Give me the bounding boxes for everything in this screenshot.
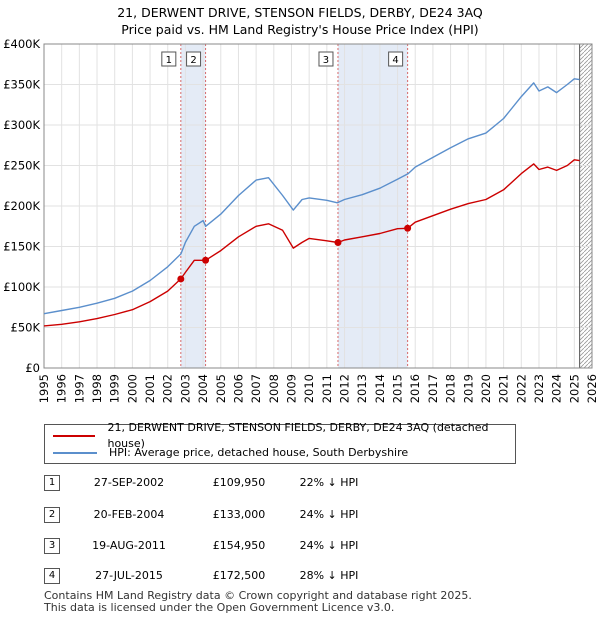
- transaction-point: [177, 275, 185, 283]
- transaction-hpi-diff: 24% ↓ HPI: [299, 539, 359, 552]
- x-tick-label: 2016: [408, 374, 422, 403]
- x-tick-label: 2010: [302, 374, 316, 403]
- table-row: 3 19-AUG-2011 £154,950 24% ↓ HPI: [44, 536, 444, 556]
- transaction-label: 3: [323, 55, 329, 66]
- x-tick-label: 2025: [567, 374, 581, 403]
- x-tick-label: 2024: [550, 374, 564, 403]
- transaction-point: [202, 256, 210, 264]
- x-tick-label: 2020: [479, 374, 493, 403]
- transaction-date: 19-AUG-2011: [92, 539, 166, 552]
- transaction-price: £109,950: [212, 476, 266, 489]
- chart-title: 21, DERWENT DRIVE, STENSON FIELDS, DERBY…: [0, 4, 600, 38]
- x-tick-label: 2022: [514, 374, 528, 403]
- y-tick-label: £100K: [3, 280, 40, 294]
- x-tick-label: 1998: [90, 374, 104, 403]
- table-row: 1 27-SEP-2002 £109,950 22% ↓ HPI: [44, 473, 444, 493]
- x-tick-label: 2023: [532, 374, 546, 403]
- transaction-price: £154,950: [212, 539, 266, 552]
- y-tick-label: £0: [25, 361, 40, 375]
- transaction-number: 3: [44, 538, 60, 554]
- x-tick-label: 1995: [37, 374, 51, 403]
- table-row: 4 27-JUL-2015 £172,500 28% ↓ HPI: [44, 566, 444, 586]
- transaction-label: 4: [392, 55, 398, 66]
- y-tick-label: £400K: [3, 37, 40, 51]
- x-tick-label: 1997: [72, 374, 86, 403]
- transaction-number: 4: [44, 568, 60, 584]
- x-tick-label: 2006: [231, 374, 245, 403]
- transaction-label: 1: [166, 55, 172, 66]
- footer-line2: This data is licensed under the Open Gov…: [44, 601, 395, 614]
- footer-line1: Contains HM Land Registry data © Crown c…: [44, 589, 472, 602]
- legend-item-price: 21, DERWENT DRIVE, STENSON FIELDS, DERBY…: [53, 421, 515, 450]
- y-tick-label: £200K: [3, 199, 40, 213]
- x-tick-label: 2013: [355, 374, 369, 403]
- price-series-line: [43, 159, 580, 327]
- transaction-number: 1: [44, 475, 60, 491]
- transaction-price: £172,500: [212, 569, 266, 582]
- footer: Contains HM Land Registry data © Crown c…: [44, 590, 472, 614]
- x-tick-label: 2026: [585, 374, 599, 403]
- transaction-hpi-diff: 28% ↓ HPI: [299, 569, 359, 582]
- transaction-point: [404, 224, 412, 232]
- legend-item-hpi: HPI: Average price, detached house, Sout…: [53, 445, 408, 461]
- transaction-label-box: [318, 51, 334, 67]
- legend-label-hpi: HPI: Average price, detached house, Sout…: [109, 446, 409, 459]
- legend: 21, DERWENT DRIVE, STENSON FIELDS, DERBY…: [44, 421, 516, 464]
- legend-swatch-hpi: [53, 452, 97, 454]
- x-tick-label: 2019: [461, 374, 475, 403]
- transaction-date: 27-SEP-2002: [93, 476, 165, 489]
- x-tick-label: 2015: [391, 374, 405, 403]
- transaction-hpi-diff: 22% ↓ HPI: [299, 476, 359, 489]
- y-tick-label: £250K: [3, 159, 40, 173]
- x-tick-label: 2001: [143, 374, 157, 403]
- transaction-number: 2: [44, 507, 60, 523]
- x-tick-label: 2002: [161, 374, 175, 403]
- x-tick-label: 2014: [373, 374, 387, 403]
- transaction-hpi-diff: 24% ↓ HPI: [299, 508, 359, 521]
- y-tick-label: £300K: [3, 118, 40, 132]
- legend-swatch-price: [53, 435, 96, 437]
- x-tick-label: 2000: [125, 374, 139, 403]
- table-row: 2 20-FEB-2004 £133,000 24% ↓ HPI: [44, 505, 444, 525]
- x-tick-label: 2017: [426, 374, 440, 403]
- x-tick-label: 1999: [108, 374, 122, 403]
- transaction-label-box: [161, 51, 177, 67]
- transaction-price: £133,000: [212, 508, 266, 521]
- x-tick-label: 2003: [178, 374, 192, 403]
- x-tick-label: 2009: [284, 374, 298, 403]
- x-tick-label: 2011: [320, 374, 334, 403]
- x-tick-label: 2008: [267, 374, 281, 403]
- transaction-label-box: [388, 51, 404, 67]
- y-tick-label: £50K: [11, 321, 41, 335]
- y-tick-label: £350K: [3, 78, 40, 92]
- y-tick-label: £150K: [3, 240, 40, 254]
- transaction-label: 2: [190, 55, 196, 66]
- chart-title-line2: Price paid vs. HM Land Registry's House …: [121, 22, 479, 37]
- x-tick-label: 2012: [338, 374, 352, 403]
- chart-title-line1: 21, DERWENT DRIVE, STENSON FIELDS, DERBY…: [117, 5, 483, 20]
- legend-label-price: 21, DERWENT DRIVE, STENSON FIELDS, DERBY…: [107, 421, 489, 450]
- transaction-label-box: [186, 51, 202, 67]
- x-tick-label: 2021: [497, 374, 511, 403]
- price-chart: 1 2 3 4 £0 £50K £100K £150K £200K £250K £300K £350K…: [3, 37, 599, 403]
- x-tick-label: 2007: [249, 374, 263, 403]
- transaction-date: 20-FEB-2004: [93, 508, 165, 521]
- plot-frame: [43, 43, 593, 369]
- x-tick-label: 2004: [196, 374, 210, 403]
- x-tick-label: 2018: [444, 374, 458, 403]
- x-tick-label: 1996: [55, 374, 69, 403]
- transaction-date: 27-JUL-2015: [95, 569, 163, 582]
- transaction-point: [334, 238, 342, 246]
- x-tick-label: 2005: [214, 374, 228, 403]
- hpi-series-line: [43, 78, 580, 315]
